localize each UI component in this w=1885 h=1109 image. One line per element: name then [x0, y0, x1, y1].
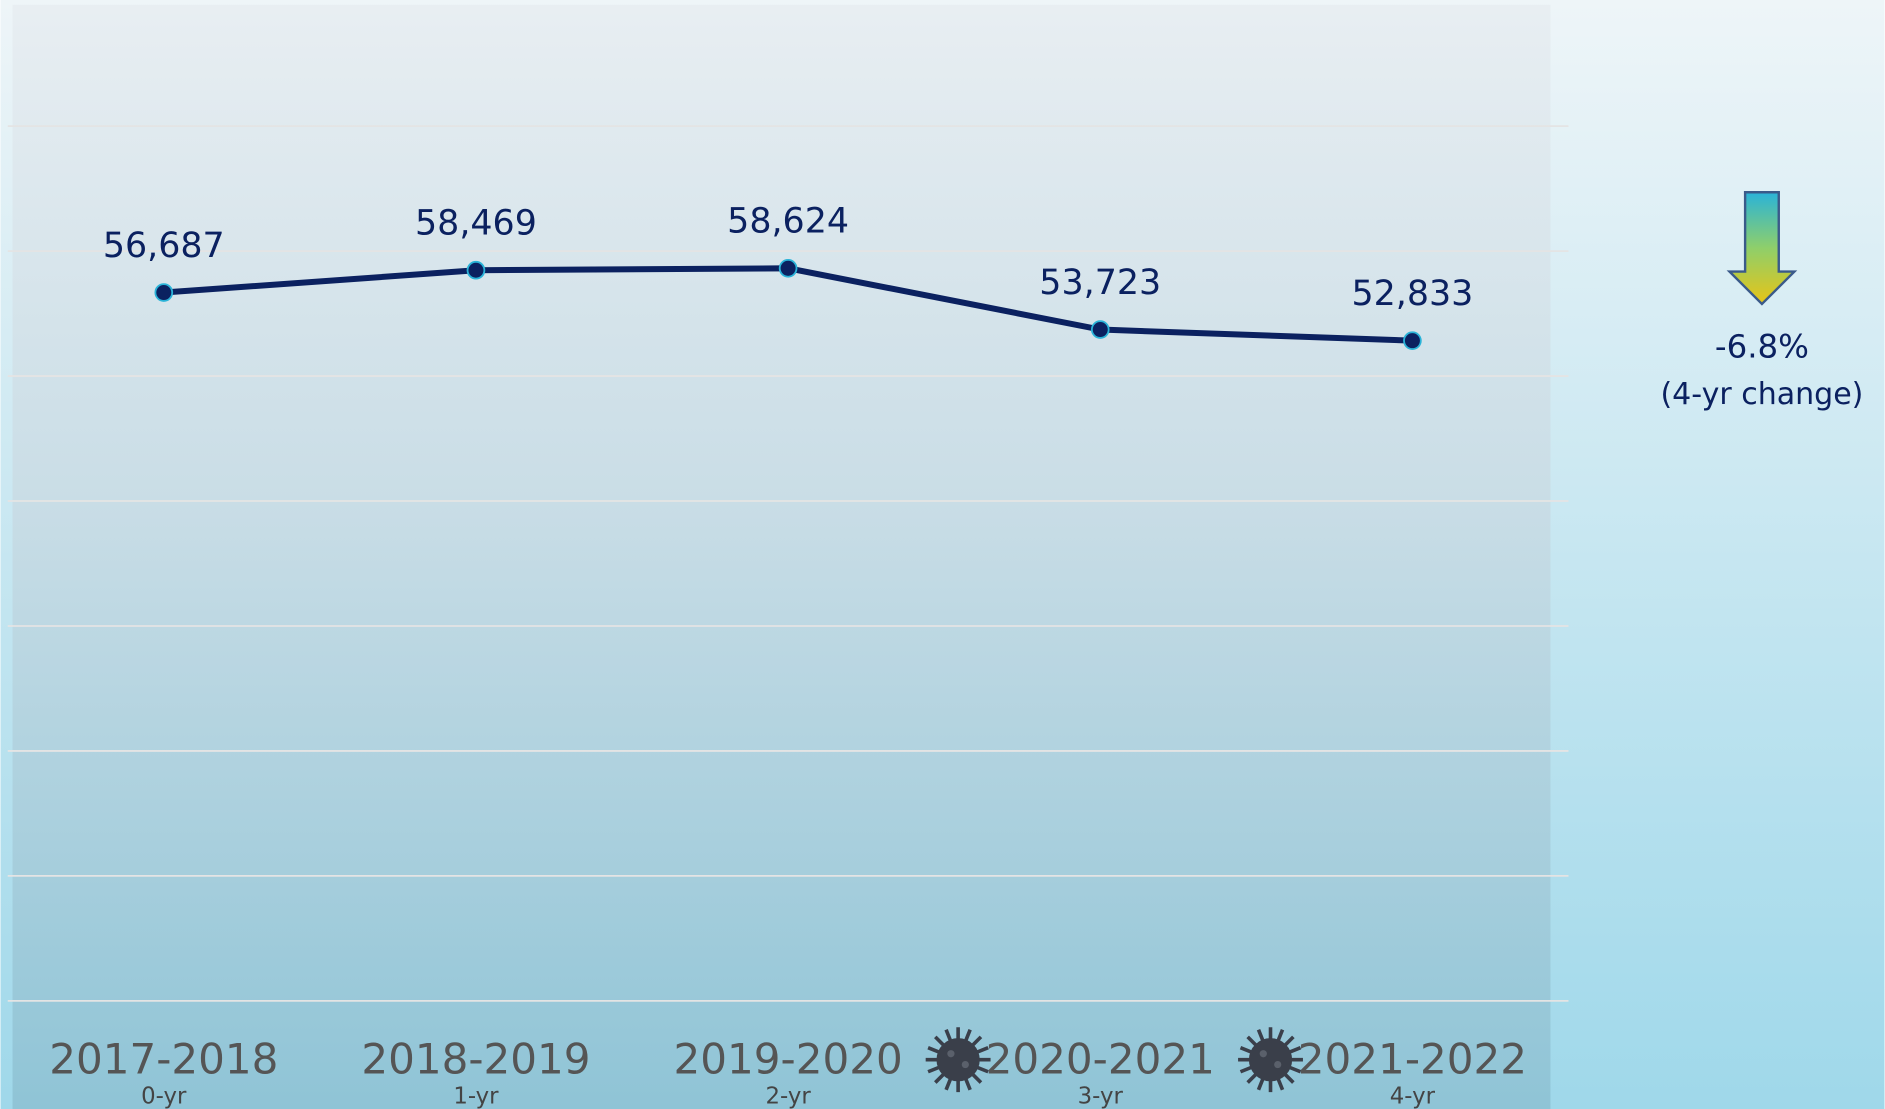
- x-sublabel: 0-yr: [141, 1083, 187, 1109]
- data-label: 52,833: [1351, 274, 1473, 314]
- data-label: 53,723: [1039, 263, 1161, 303]
- virus-icon: [1236, 1025, 1305, 1094]
- x-sublabel: 4-yr: [1390, 1083, 1436, 1109]
- down-arrow: [1726, 191, 1798, 306]
- x-tick-label: 2020-2021: [986, 1035, 1215, 1084]
- data-label: 56,687: [103, 226, 225, 266]
- data-point: [778, 258, 798, 278]
- change-value: -6.8%: [1715, 327, 1809, 365]
- data-point: [154, 283, 174, 302]
- virus-icon: [923, 1025, 993, 1094]
- x-sublabel: 2-yr: [765, 1083, 811, 1109]
- x-tick-label: 2021-2022: [1298, 1035, 1527, 1084]
- change-label: (4-yr change): [1660, 377, 1863, 412]
- data-point: [1403, 331, 1422, 350]
- data-label: 58,624: [727, 202, 849, 242]
- data-point: [1090, 320, 1110, 339]
- x-tick-label: 2017-2018: [49, 1035, 278, 1084]
- data-point: [466, 260, 486, 280]
- x-tick-label: 2018-2019: [361, 1035, 590, 1084]
- plot-background: [12, 4, 1551, 1109]
- x-sublabel: 3-yr: [1078, 1083, 1124, 1109]
- data-label: 58,469: [415, 204, 537, 244]
- x-sublabel: 1-yr: [453, 1083, 499, 1109]
- x-tick-label: 2019-2020: [674, 1035, 903, 1084]
